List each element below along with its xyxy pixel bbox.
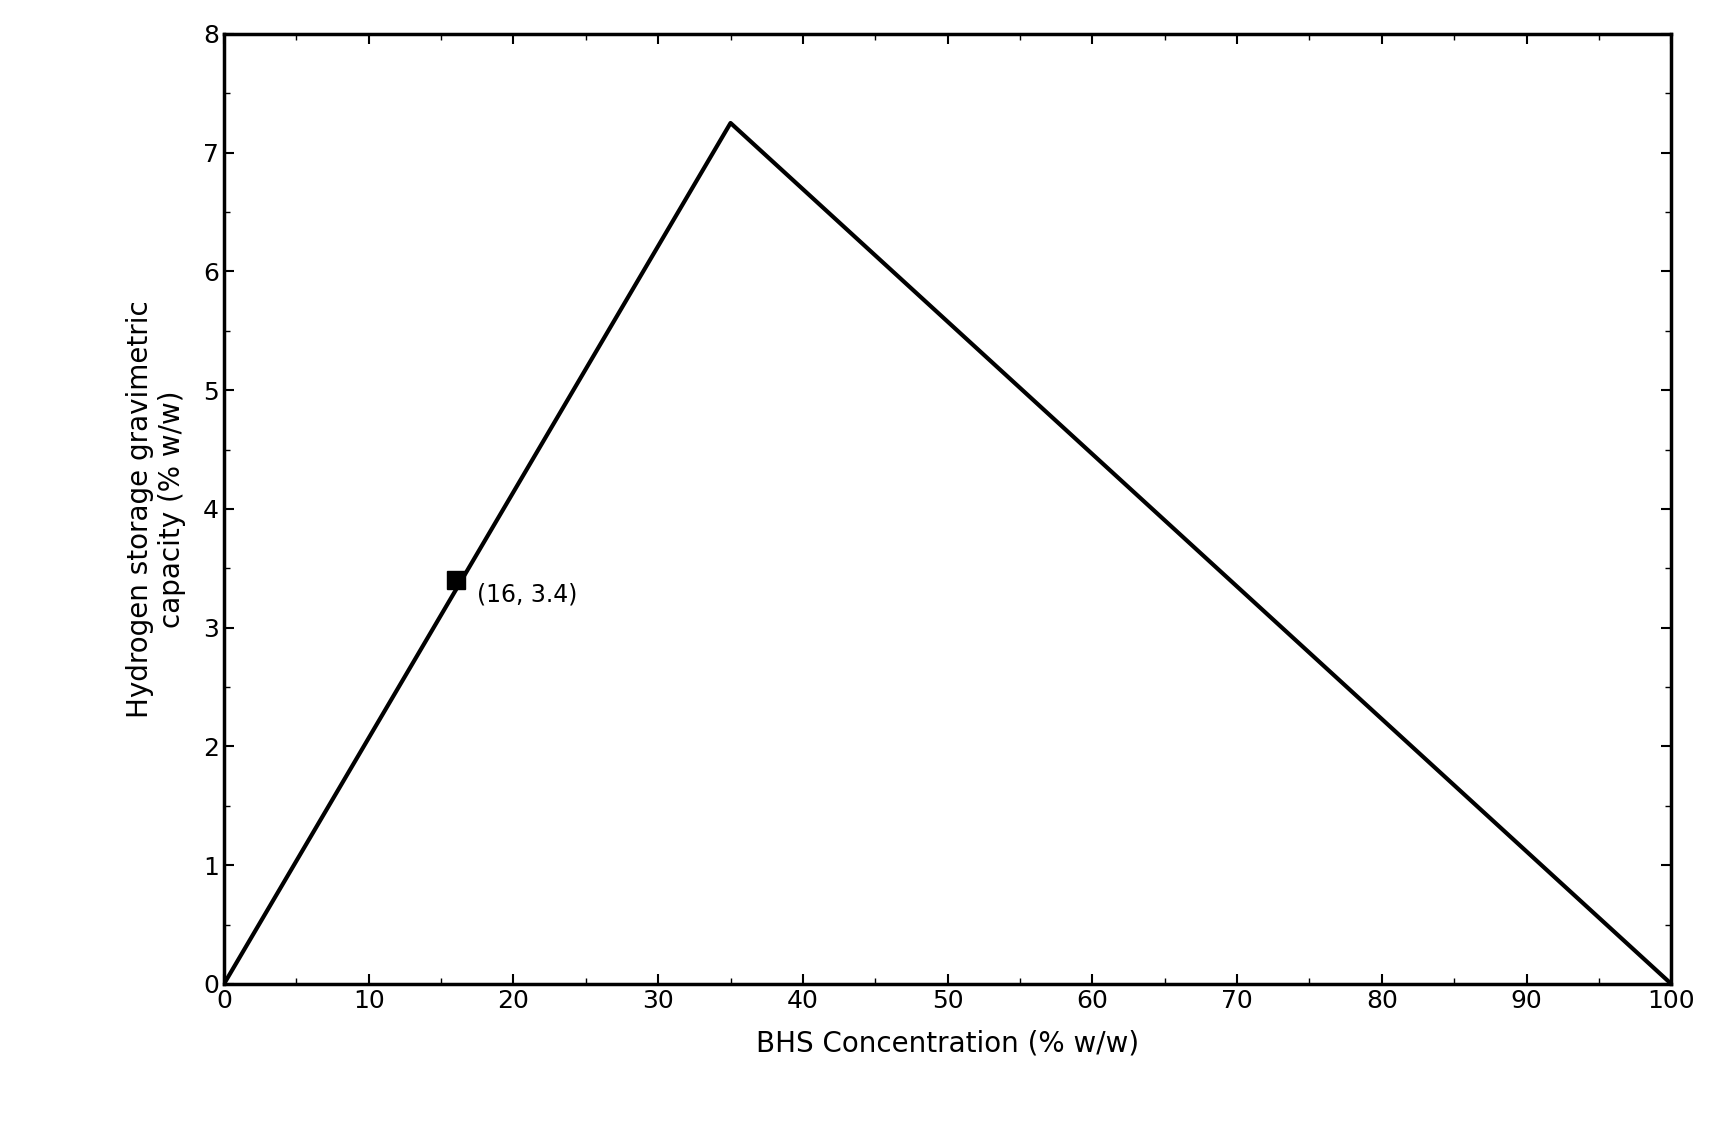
X-axis label: BHS Concentration (% w/w): BHS Concentration (% w/w) bbox=[756, 1029, 1139, 1057]
Text: (16, 3.4): (16, 3.4) bbox=[477, 582, 577, 606]
Y-axis label: Hydrogen storage gravimetric
capacity (% w/w): Hydrogen storage gravimetric capacity (%… bbox=[126, 300, 186, 718]
